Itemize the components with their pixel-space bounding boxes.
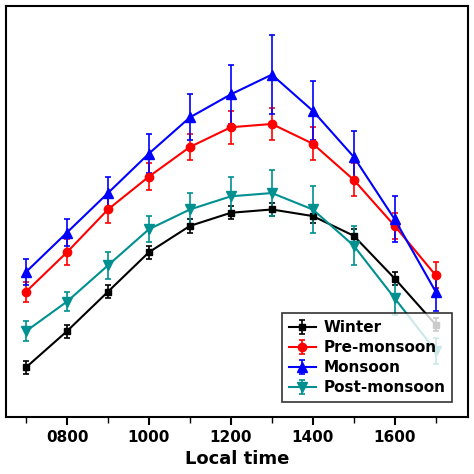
X-axis label: Local time: Local time [185,450,289,468]
Legend: Winter, Pre-monsoon, Monsoon, Post-monsoon: Winter, Pre-monsoon, Monsoon, Post-monso… [282,313,452,401]
